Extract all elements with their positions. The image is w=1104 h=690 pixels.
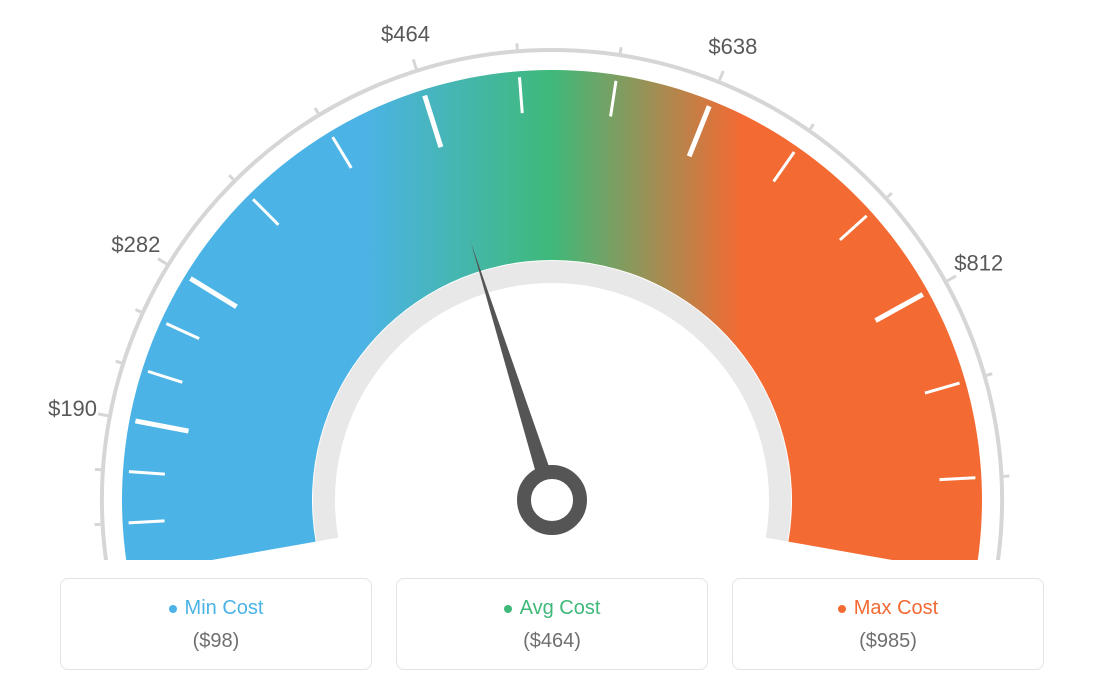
legend-title-avg: Avg Cost bbox=[397, 597, 707, 620]
outer-ring-tick bbox=[315, 108, 318, 113]
dot-max bbox=[838, 605, 846, 613]
outer-ring-tick bbox=[135, 310, 140, 312]
legend-card-avg: Avg Cost ($464) bbox=[396, 578, 708, 670]
gauge-svg: $98$190$282$464$638$812$985 bbox=[0, 0, 1104, 560]
outer-ring-tick bbox=[986, 374, 992, 376]
outer-ring-tick bbox=[947, 276, 956, 281]
legend-title-min: Min Cost bbox=[61, 597, 371, 620]
chart-container: $98$190$282$464$638$812$985 Min Cost ($9… bbox=[0, 0, 1104, 690]
minor-tick bbox=[129, 521, 165, 523]
legend-title-max-text: Max Cost bbox=[854, 597, 938, 619]
tick-label: $464 bbox=[381, 22, 430, 47]
tick-label: $282 bbox=[111, 232, 160, 257]
legend-card-min: Min Cost ($98) bbox=[60, 578, 372, 670]
legend-title-min-text: Min Cost bbox=[185, 597, 264, 619]
legend-card-max: Max Cost ($985) bbox=[732, 578, 1044, 670]
legend-value-min: ($98) bbox=[61, 630, 371, 653]
dot-avg bbox=[504, 605, 512, 613]
tick-label: $190 bbox=[48, 396, 97, 421]
tick-label: $638 bbox=[708, 34, 757, 59]
needle-hub-inner bbox=[534, 482, 570, 518]
outer-ring-tick bbox=[887, 193, 891, 197]
outer-ring-tick bbox=[810, 124, 813, 129]
tick-label: $812 bbox=[954, 250, 1003, 275]
legend-row: Min Cost ($98) Avg Cost ($464) Max Cost … bbox=[0, 578, 1104, 670]
gauge-area: $98$190$282$464$638$812$985 bbox=[0, 0, 1104, 560]
outer-ring-tick bbox=[720, 71, 724, 80]
dot-min bbox=[169, 605, 177, 613]
outer-ring-tick bbox=[229, 175, 233, 179]
outer-ring-tick bbox=[158, 259, 167, 264]
legend-title-max: Max Cost bbox=[733, 597, 1043, 620]
minor-tick bbox=[939, 478, 975, 480]
outer-ring-tick bbox=[98, 414, 108, 416]
legend-value-avg: ($464) bbox=[397, 630, 707, 653]
outer-ring-tick bbox=[413, 59, 416, 69]
outer-ring-tick bbox=[116, 361, 122, 363]
legend-title-avg-text: Avg Cost bbox=[520, 597, 601, 619]
outer-ring-tick bbox=[620, 47, 621, 53]
legend-value-max: ($985) bbox=[733, 630, 1043, 653]
